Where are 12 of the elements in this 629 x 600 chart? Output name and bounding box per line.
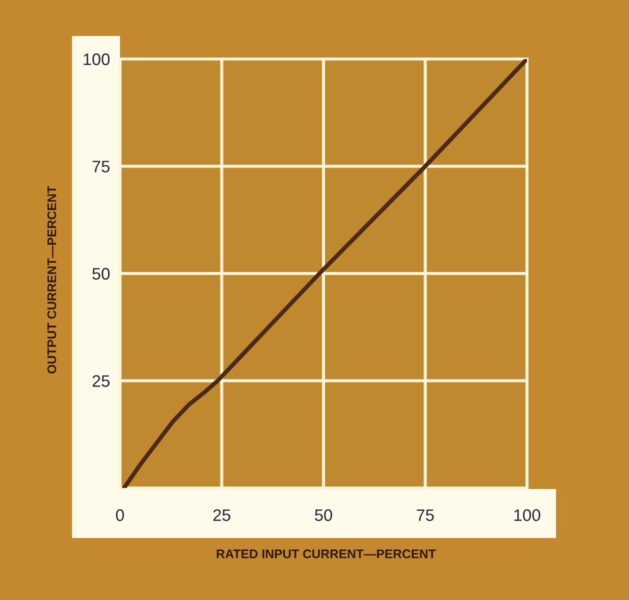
x-tick-label: 100	[514, 509, 540, 522]
y-axis-title: OUTPUT CURRENT—PERCENT	[47, 186, 56, 374]
x-tick-label: 75	[416, 509, 434, 522]
x-axis-title: RATED INPUT CURRENT—PERCENT	[216, 549, 436, 558]
y-tick-label: 100	[84, 53, 110, 66]
y-tick-label: 25	[92, 375, 110, 387]
line-series	[122, 59, 527, 488]
y-tick-label: 50	[92, 268, 110, 280]
x-tick-label: 50	[314, 509, 332, 522]
x-tick-label: 25	[213, 509, 230, 522]
x-tick-label: 0	[116, 509, 124, 522]
y-tick-label: 75	[92, 160, 110, 172]
